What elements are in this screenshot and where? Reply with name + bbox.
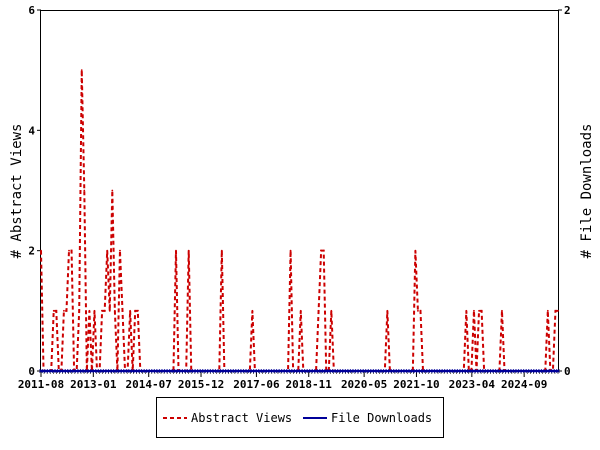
x-tick-label: 2011-08 <box>18 378 64 391</box>
data-point-abstract-views <box>557 309 559 312</box>
data-point-abstract-views <box>330 309 333 312</box>
data-point-abstract-views <box>414 249 417 252</box>
data-point-abstract-views <box>220 249 223 252</box>
x-tick-label: 2015-12 <box>178 378 224 391</box>
data-point-abstract-views <box>103 309 106 312</box>
data-point-abstract-views <box>93 309 96 312</box>
x-tick-label: 2023-04 <box>449 378 496 391</box>
legend-label-file-downloads: File Downloads <box>331 411 432 425</box>
data-point-abstract-views <box>289 249 292 252</box>
y-tick-label-right: 2 <box>564 4 571 17</box>
y-tick-label-left: 6 <box>28 4 35 17</box>
data-point-abstract-views <box>473 309 475 312</box>
data-point-abstract-views <box>119 249 121 252</box>
data-point-abstract-views <box>83 189 86 192</box>
data-point-abstract-views <box>108 309 111 312</box>
data-point-abstract-views <box>68 249 70 252</box>
data-point-abstract-views <box>322 249 325 252</box>
data-point-abstract-views <box>134 309 137 312</box>
data-point-abstract-views <box>88 309 91 312</box>
data-point-abstract-views <box>78 309 81 312</box>
x-tick-label: 2020-05 <box>341 378 387 391</box>
y-axis-left-title: # Abstract Views <box>9 124 25 259</box>
data-point-abstract-views <box>546 309 549 312</box>
data-point-abstract-views <box>417 309 419 312</box>
data-point-abstract-views <box>55 309 58 312</box>
legend-box <box>156 397 444 438</box>
data-point-abstract-views <box>70 249 73 252</box>
y-tick-label-left: 4 <box>28 124 35 137</box>
data-point-file-downloads <box>556 369 560 373</box>
data-point-abstract-views <box>187 249 190 252</box>
x-tick-label: 2024-09 <box>501 378 547 391</box>
data-point-abstract-views <box>63 309 65 312</box>
x-tick-label: 2013-01 <box>70 378 117 391</box>
data-point-abstract-views <box>40 249 42 252</box>
series-layer <box>39 69 560 373</box>
data-point-abstract-views <box>386 309 389 312</box>
x-tick-label: 2018-11 <box>286 378 333 391</box>
y-axis-right: 02 <box>558 4 571 378</box>
data-point-abstract-views <box>52 309 55 312</box>
legend: Abstract Views File Downloads <box>156 397 444 438</box>
data-point-abstract-views <box>175 249 177 252</box>
data-point-abstract-views <box>419 309 422 312</box>
data-point-abstract-views <box>113 309 116 312</box>
legend-label-abstract-views: Abstract Views <box>191 411 292 425</box>
data-point-abstract-views <box>251 309 254 312</box>
x-axis: 2011-08 2013-01 2014-07 2015-12 2017-06 2018-… <box>18 371 559 391</box>
data-point-abstract-views <box>320 249 323 252</box>
y-axis-left: 0 2 4 6 <box>28 4 41 378</box>
data-point-abstract-views <box>106 249 109 252</box>
data-point-abstract-views <box>317 309 320 312</box>
data-point-abstract-views <box>111 189 114 192</box>
data-point-abstract-views <box>65 309 68 312</box>
plot-area <box>40 10 559 372</box>
x-tick-label: 2014-07 <box>126 378 172 391</box>
x-tick-label: 2017-06 <box>233 378 280 391</box>
y-tick-label-right: 0 <box>564 365 571 378</box>
y-tick-label-left: 0 <box>28 365 35 378</box>
data-point-abstract-views <box>465 309 468 312</box>
data-point-abstract-views <box>554 309 557 312</box>
data-point-abstract-views <box>101 309 104 312</box>
data-point-abstract-views <box>129 309 132 312</box>
data-point-abstract-views <box>299 309 302 312</box>
y-tick-label-left: 2 <box>28 245 35 258</box>
data-point-abstract-views <box>136 309 139 312</box>
data-point-abstract-views <box>480 309 483 312</box>
y-axis-right-title: # File Downloads <box>579 124 595 259</box>
x-tick-label: 2021-10 <box>393 378 439 391</box>
data-point-abstract-views <box>121 309 124 312</box>
data-point-abstract-views <box>80 69 83 72</box>
data-point-abstract-views <box>501 309 503 312</box>
data-point-abstract-views <box>478 309 480 312</box>
